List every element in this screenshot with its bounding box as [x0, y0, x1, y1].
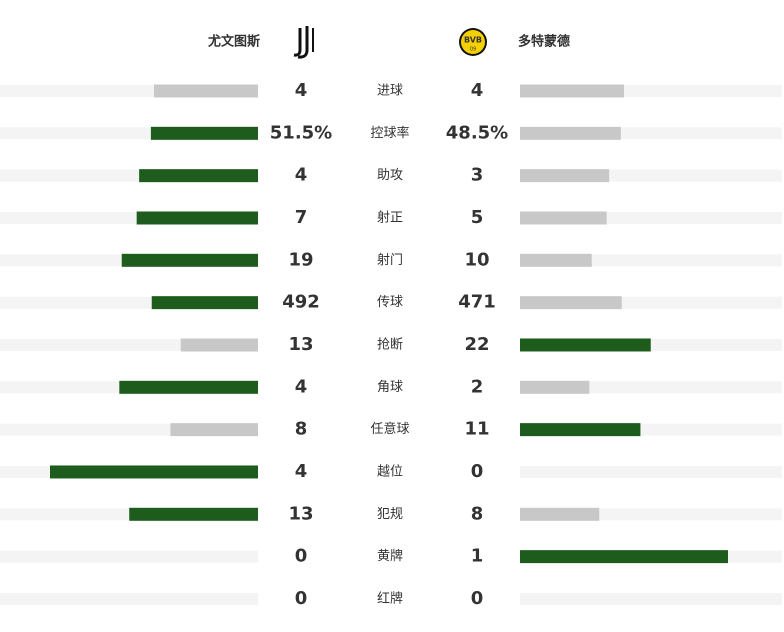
- value-label: 0: [471, 461, 484, 482]
- bar: [520, 338, 651, 352]
- category-label: 进球: [377, 84, 403, 99]
- bar: [139, 169, 258, 183]
- category-label: 射门: [377, 252, 403, 268]
- bar: [520, 253, 592, 267]
- bar: [520, 380, 590, 394]
- value-label: 8: [471, 503, 484, 524]
- bar: [136, 211, 258, 225]
- bar: [520, 211, 607, 225]
- category-label: 助攻: [377, 168, 403, 183]
- value-label: 4: [295, 165, 308, 186]
- value-label: 0: [295, 546, 308, 567]
- value-label: 4: [295, 80, 308, 101]
- value-label: 11: [464, 419, 489, 440]
- value-label: 19: [288, 249, 313, 270]
- value-label: 4: [295, 461, 308, 482]
- bar: [121, 253, 258, 267]
- home-logo: [293, 26, 314, 59]
- track: [0, 592, 258, 605]
- home-team-name: 尤文图斯: [208, 34, 260, 50]
- value-label: 8: [295, 419, 308, 440]
- away-logo: BVB 09: [459, 28, 487, 56]
- category-label: 越位: [377, 464, 403, 479]
- category-label: 控球率: [370, 125, 409, 141]
- bar: [520, 126, 621, 140]
- value-label: 0: [471, 588, 484, 609]
- category-label: 任意球: [370, 421, 409, 437]
- category-label: 抢断: [377, 336, 403, 352]
- track: [520, 465, 782, 478]
- category-label: 红牌: [377, 590, 403, 606]
- value-label: 48.5%: [446, 122, 508, 143]
- bar: [520, 296, 622, 310]
- category-label: 黄牌: [377, 548, 403, 564]
- value-label: 51.5%: [270, 122, 332, 143]
- track: [520, 592, 782, 605]
- value-label: 22: [464, 334, 489, 355]
- svg-text:BVB: BVB: [464, 36, 482, 45]
- bar: [520, 507, 600, 521]
- track: [0, 550, 258, 563]
- value-label: 13: [288, 503, 313, 524]
- category-label: 传球: [377, 295, 403, 310]
- bar: [154, 84, 258, 98]
- bar: [520, 169, 610, 183]
- value-label: 492: [282, 292, 320, 313]
- bar: [151, 296, 258, 310]
- away-team-name: 多特蒙德: [518, 34, 570, 50]
- value-label: 10: [464, 249, 489, 270]
- value-label: 4: [295, 376, 308, 397]
- category-label: 射正: [377, 209, 403, 225]
- value-label: 13: [288, 334, 313, 355]
- bar: [520, 423, 641, 437]
- svg-text:09: 09: [470, 47, 476, 53]
- value-label: 0: [295, 588, 308, 609]
- bar: [520, 550, 728, 564]
- bar: [520, 84, 624, 98]
- value-label: 471: [458, 292, 496, 313]
- bar: [129, 507, 258, 521]
- value-label: 3: [471, 165, 484, 186]
- category-label: 犯规: [377, 507, 403, 522]
- bar: [180, 338, 258, 352]
- bar: [150, 126, 258, 140]
- value-label: 4: [471, 80, 484, 101]
- value-label: 7: [295, 207, 308, 228]
- bar: [170, 423, 258, 437]
- value-label: 2: [471, 376, 484, 397]
- bar: [119, 380, 258, 394]
- category-label: 角球: [377, 380, 403, 395]
- value-label: 5: [471, 207, 484, 228]
- value-label: 1: [471, 546, 484, 567]
- bar: [50, 465, 258, 479]
